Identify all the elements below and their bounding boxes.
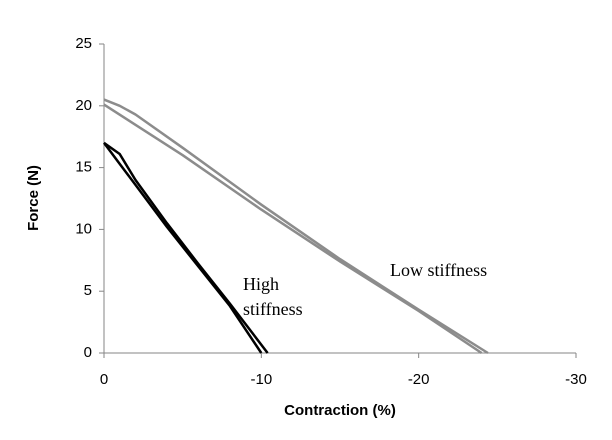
y-tick-label: 20 <box>75 97 92 114</box>
y-tick-label: 5 <box>84 282 92 299</box>
line <box>103 141 269 354</box>
y-axis-title: Force (N) <box>25 165 42 231</box>
y-tick-label: 0 <box>84 344 92 361</box>
annotation: High <box>243 274 279 294</box>
line <box>103 98 489 355</box>
annotation: stiffness <box>243 299 303 319</box>
line <box>102 142 263 354</box>
y-tick-label: 25 <box>75 35 92 52</box>
x-tick-label: 0 <box>100 371 108 388</box>
x-tick-label: -20 <box>408 371 430 388</box>
y-tick-label: 15 <box>75 159 92 176</box>
x-tick-label: -30 <box>565 371 587 388</box>
line <box>103 103 483 355</box>
annotation: Low stiffness <box>390 260 487 280</box>
x-tick-label: -10 <box>250 371 272 388</box>
x-axis-title: Contraction (%) <box>284 402 396 419</box>
y-tick-label: 10 <box>75 220 92 237</box>
